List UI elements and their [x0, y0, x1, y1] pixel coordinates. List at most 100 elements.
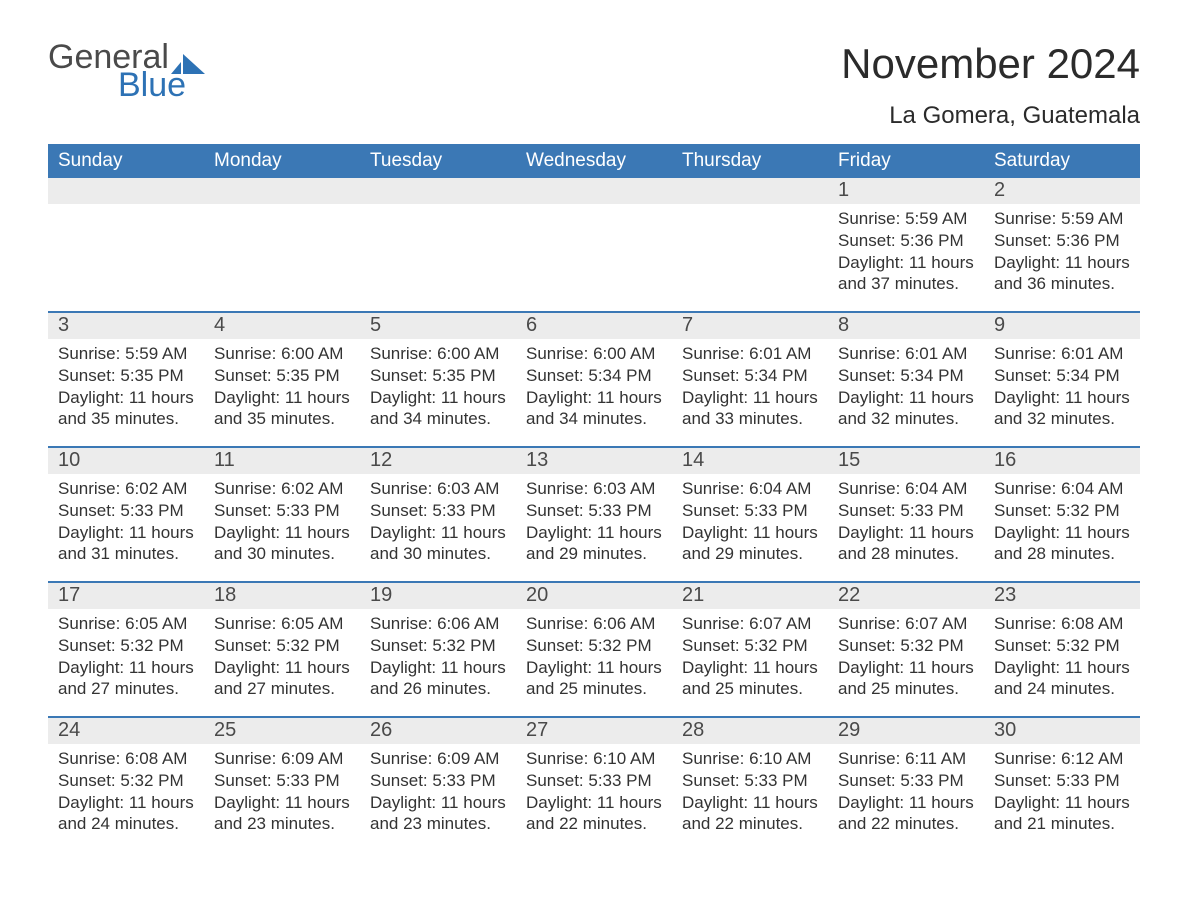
- location: La Gomera, Guatemala: [841, 102, 1140, 130]
- day2-text: and 36 minutes.: [994, 273, 1130, 295]
- calendar-week: 17Sunrise: 6:05 AMSunset: 5:32 PMDayligh…: [48, 581, 1140, 716]
- day-cell: 30Sunrise: 6:12 AMSunset: 5:33 PMDayligh…: [984, 718, 1140, 851]
- sunset-text: Sunset: 5:36 PM: [994, 230, 1130, 252]
- day-number: [516, 178, 672, 204]
- calendar: Sunday Monday Tuesday Wednesday Thursday…: [48, 144, 1140, 851]
- day-cell: 12Sunrise: 6:03 AMSunset: 5:33 PMDayligh…: [360, 448, 516, 581]
- day-number: 26: [360, 718, 516, 744]
- day2-text: and 25 minutes.: [526, 678, 662, 700]
- dow-thursday: Thursday: [672, 144, 828, 178]
- sunrise-text: Sunrise: 6:08 AM: [994, 613, 1130, 635]
- day-number: 9: [984, 313, 1140, 339]
- day-cell: 10Sunrise: 6:02 AMSunset: 5:33 PMDayligh…: [48, 448, 204, 581]
- sunset-text: Sunset: 5:32 PM: [214, 635, 350, 657]
- sunset-text: Sunset: 5:36 PM: [838, 230, 974, 252]
- day-number: [360, 178, 516, 204]
- sunset-text: Sunset: 5:32 PM: [682, 635, 818, 657]
- day2-text: and 33 minutes.: [682, 408, 818, 430]
- day-cell: 27Sunrise: 6:10 AMSunset: 5:33 PMDayligh…: [516, 718, 672, 851]
- day-cell: 20Sunrise: 6:06 AMSunset: 5:32 PMDayligh…: [516, 583, 672, 716]
- day2-text: and 22 minutes.: [526, 813, 662, 835]
- day-number: 10: [48, 448, 204, 474]
- day1-text: Daylight: 11 hours: [838, 657, 974, 679]
- sunrise-text: Sunrise: 6:03 AM: [370, 478, 506, 500]
- day1-text: Daylight: 11 hours: [214, 387, 350, 409]
- month-title: November 2024: [841, 40, 1140, 88]
- day-cell: 28Sunrise: 6:10 AMSunset: 5:33 PMDayligh…: [672, 718, 828, 851]
- day2-text: and 24 minutes.: [58, 813, 194, 835]
- day2-text: and 28 minutes.: [994, 543, 1130, 565]
- sunset-text: Sunset: 5:33 PM: [994, 770, 1130, 792]
- day-number: [48, 178, 204, 204]
- sunrise-text: Sunrise: 6:04 AM: [838, 478, 974, 500]
- day2-text: and 29 minutes.: [526, 543, 662, 565]
- page: General Blue November 2024 La Gomera, Gu…: [0, 0, 1188, 891]
- sunset-text: Sunset: 5:32 PM: [370, 635, 506, 657]
- day-cell: 26Sunrise: 6:09 AMSunset: 5:33 PMDayligh…: [360, 718, 516, 851]
- day2-text: and 27 minutes.: [214, 678, 350, 700]
- day-number: 6: [516, 313, 672, 339]
- day-cell: 15Sunrise: 6:04 AMSunset: 5:33 PMDayligh…: [828, 448, 984, 581]
- day-number: 4: [204, 313, 360, 339]
- day-number: 12: [360, 448, 516, 474]
- day1-text: Daylight: 11 hours: [526, 522, 662, 544]
- calendar-week: 10Sunrise: 6:02 AMSunset: 5:33 PMDayligh…: [48, 446, 1140, 581]
- day-cell: [204, 178, 360, 311]
- sunset-text: Sunset: 5:33 PM: [58, 500, 194, 522]
- day-number: 13: [516, 448, 672, 474]
- day2-text: and 21 minutes.: [994, 813, 1130, 835]
- dow-wednesday: Wednesday: [516, 144, 672, 178]
- sunset-text: Sunset: 5:35 PM: [58, 365, 194, 387]
- day-cell: 1Sunrise: 5:59 AMSunset: 5:36 PMDaylight…: [828, 178, 984, 311]
- day1-text: Daylight: 11 hours: [682, 387, 818, 409]
- sunset-text: Sunset: 5:32 PM: [994, 635, 1130, 657]
- sunrise-text: Sunrise: 6:01 AM: [682, 343, 818, 365]
- day2-text: and 30 minutes.: [370, 543, 506, 565]
- sunrise-text: Sunrise: 6:07 AM: [682, 613, 818, 635]
- day-number: 25: [204, 718, 360, 744]
- day2-text: and 27 minutes.: [58, 678, 194, 700]
- day-number: 7: [672, 313, 828, 339]
- sunset-text: Sunset: 5:34 PM: [526, 365, 662, 387]
- sunrise-text: Sunrise: 6:05 AM: [214, 613, 350, 635]
- day1-text: Daylight: 11 hours: [214, 522, 350, 544]
- sunrise-text: Sunrise: 5:59 AM: [838, 208, 974, 230]
- day2-text: and 22 minutes.: [682, 813, 818, 835]
- day-number: 16: [984, 448, 1140, 474]
- day-cell: 5Sunrise: 6:00 AMSunset: 5:35 PMDaylight…: [360, 313, 516, 446]
- dow-saturday: Saturday: [984, 144, 1140, 178]
- sunset-text: Sunset: 5:32 PM: [526, 635, 662, 657]
- sunset-text: Sunset: 5:34 PM: [682, 365, 818, 387]
- sunrise-text: Sunrise: 6:00 AM: [526, 343, 662, 365]
- day-number: 1: [828, 178, 984, 204]
- day-number: 2: [984, 178, 1140, 204]
- sunset-text: Sunset: 5:33 PM: [214, 500, 350, 522]
- day-number: 24: [48, 718, 204, 744]
- day1-text: Daylight: 11 hours: [682, 522, 818, 544]
- day2-text: and 23 minutes.: [370, 813, 506, 835]
- day-cell: 29Sunrise: 6:11 AMSunset: 5:33 PMDayligh…: [828, 718, 984, 851]
- day1-text: Daylight: 11 hours: [58, 657, 194, 679]
- day-number: 21: [672, 583, 828, 609]
- day-cell: 14Sunrise: 6:04 AMSunset: 5:33 PMDayligh…: [672, 448, 828, 581]
- sunset-text: Sunset: 5:33 PM: [682, 500, 818, 522]
- sunrise-text: Sunrise: 6:06 AM: [526, 613, 662, 635]
- day-number: 22: [828, 583, 984, 609]
- sunset-text: Sunset: 5:33 PM: [838, 770, 974, 792]
- day-number: 29: [828, 718, 984, 744]
- day-cell: 25Sunrise: 6:09 AMSunset: 5:33 PMDayligh…: [204, 718, 360, 851]
- sunrise-text: Sunrise: 6:01 AM: [838, 343, 974, 365]
- day-number: [672, 178, 828, 204]
- sunrise-text: Sunrise: 6:07 AM: [838, 613, 974, 635]
- day-number: 14: [672, 448, 828, 474]
- sunrise-text: Sunrise: 6:02 AM: [58, 478, 194, 500]
- day-cell: 13Sunrise: 6:03 AMSunset: 5:33 PMDayligh…: [516, 448, 672, 581]
- day1-text: Daylight: 11 hours: [994, 387, 1130, 409]
- day1-text: Daylight: 11 hours: [58, 387, 194, 409]
- day-cell: [672, 178, 828, 311]
- day-cell: 16Sunrise: 6:04 AMSunset: 5:32 PMDayligh…: [984, 448, 1140, 581]
- sunrise-text: Sunrise: 6:05 AM: [58, 613, 194, 635]
- day-number: 19: [360, 583, 516, 609]
- day-number: 27: [516, 718, 672, 744]
- day-cell: 9Sunrise: 6:01 AMSunset: 5:34 PMDaylight…: [984, 313, 1140, 446]
